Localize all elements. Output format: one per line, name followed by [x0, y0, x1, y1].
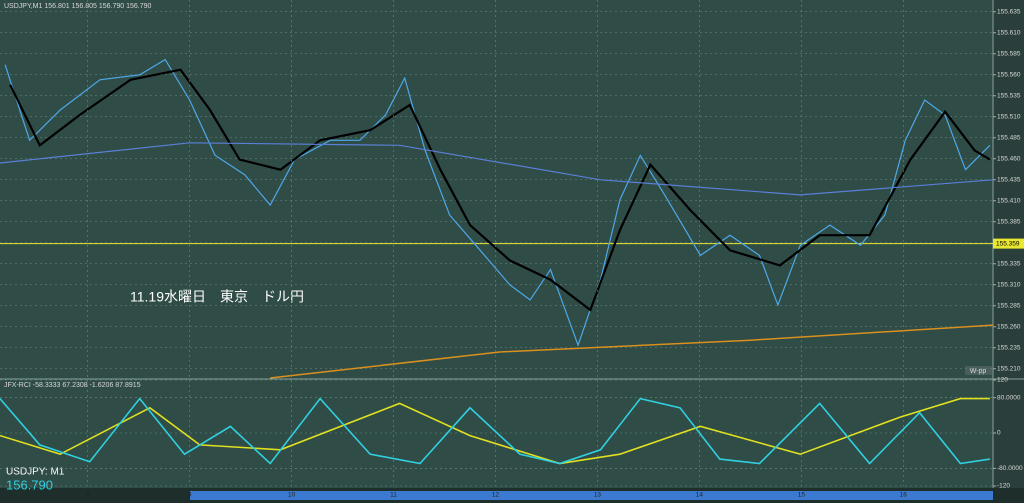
x-tick-label: 16 — [900, 492, 908, 499]
y-tick-label: 155.485 — [997, 134, 1021, 141]
series-line — [9, 68, 991, 312]
series-line — [4, 58, 991, 348]
y-tick-label: 155.610 — [997, 29, 1021, 36]
x-tick-label: 14 — [696, 492, 704, 499]
y-tick-label: 155.560 — [997, 71, 1021, 78]
y-tick-label: 80.0000 — [997, 394, 1021, 401]
x-tick-label: 10 — [288, 492, 296, 499]
marker-box — [965, 366, 992, 375]
symbol-label: USDJPY: M1 — [6, 467, 65, 478]
level-box — [993, 238, 1024, 249]
rci-title: JFX-RCI -58.3333 67.2308 -1.6206 87.8915 — [4, 382, 141, 389]
y-tick-label: 155.210 — [997, 365, 1021, 372]
y-tick-label: 155.535 — [997, 92, 1021, 99]
x-tick-label: 12 — [492, 492, 500, 499]
y-tick-label: 155.235 — [997, 344, 1021, 351]
series-line — [270, 324, 994, 379]
y-tick-label: 155.435 — [997, 176, 1021, 183]
series-line — [0, 397, 991, 465]
y-tick-label: 155.260 — [997, 323, 1021, 330]
price-label: 156.790 — [6, 477, 53, 492]
y-tick-label: -80.0000 — [997, 465, 1023, 472]
x-tick-label: 13 — [594, 492, 602, 499]
scroll-bar — [190, 491, 993, 500]
y-tick-label: 155.335 — [997, 260, 1021, 267]
y-tick-label: 0 — [997, 430, 1001, 437]
y-tick-label: 155.285 — [997, 302, 1021, 309]
y-tick-label: 155.385 — [997, 218, 1021, 225]
x-tick-label: 15 — [798, 492, 806, 499]
level-label: 155.359 — [996, 240, 1020, 247]
marker-label: W-pp — [970, 368, 987, 375]
x-tick-label: 11 — [390, 492, 397, 499]
chart-title: USDJPY,M1 156.801 156.805 156.790 156.79… — [4, 3, 151, 10]
y-tick-label: 155.310 — [997, 281, 1021, 288]
y-tick-label: 120 — [997, 377, 1008, 384]
y-tick-label: -120 — [997, 483, 1010, 490]
x-tick-label: 8 — [86, 492, 90, 499]
series-line — [0, 142, 994, 196]
annotation: 11.19水曜日 東京 ドル円 — [130, 289, 304, 305]
x-tick-label: 9 — [188, 492, 192, 499]
y-tick-label: 155.585 — [997, 50, 1021, 57]
y-tick-label: 155.510 — [997, 113, 1021, 120]
y-tick-label: 155.635 — [997, 8, 1021, 15]
y-tick-label: 155.460 — [997, 155, 1021, 162]
y-tick-label: 155.410 — [997, 197, 1021, 204]
